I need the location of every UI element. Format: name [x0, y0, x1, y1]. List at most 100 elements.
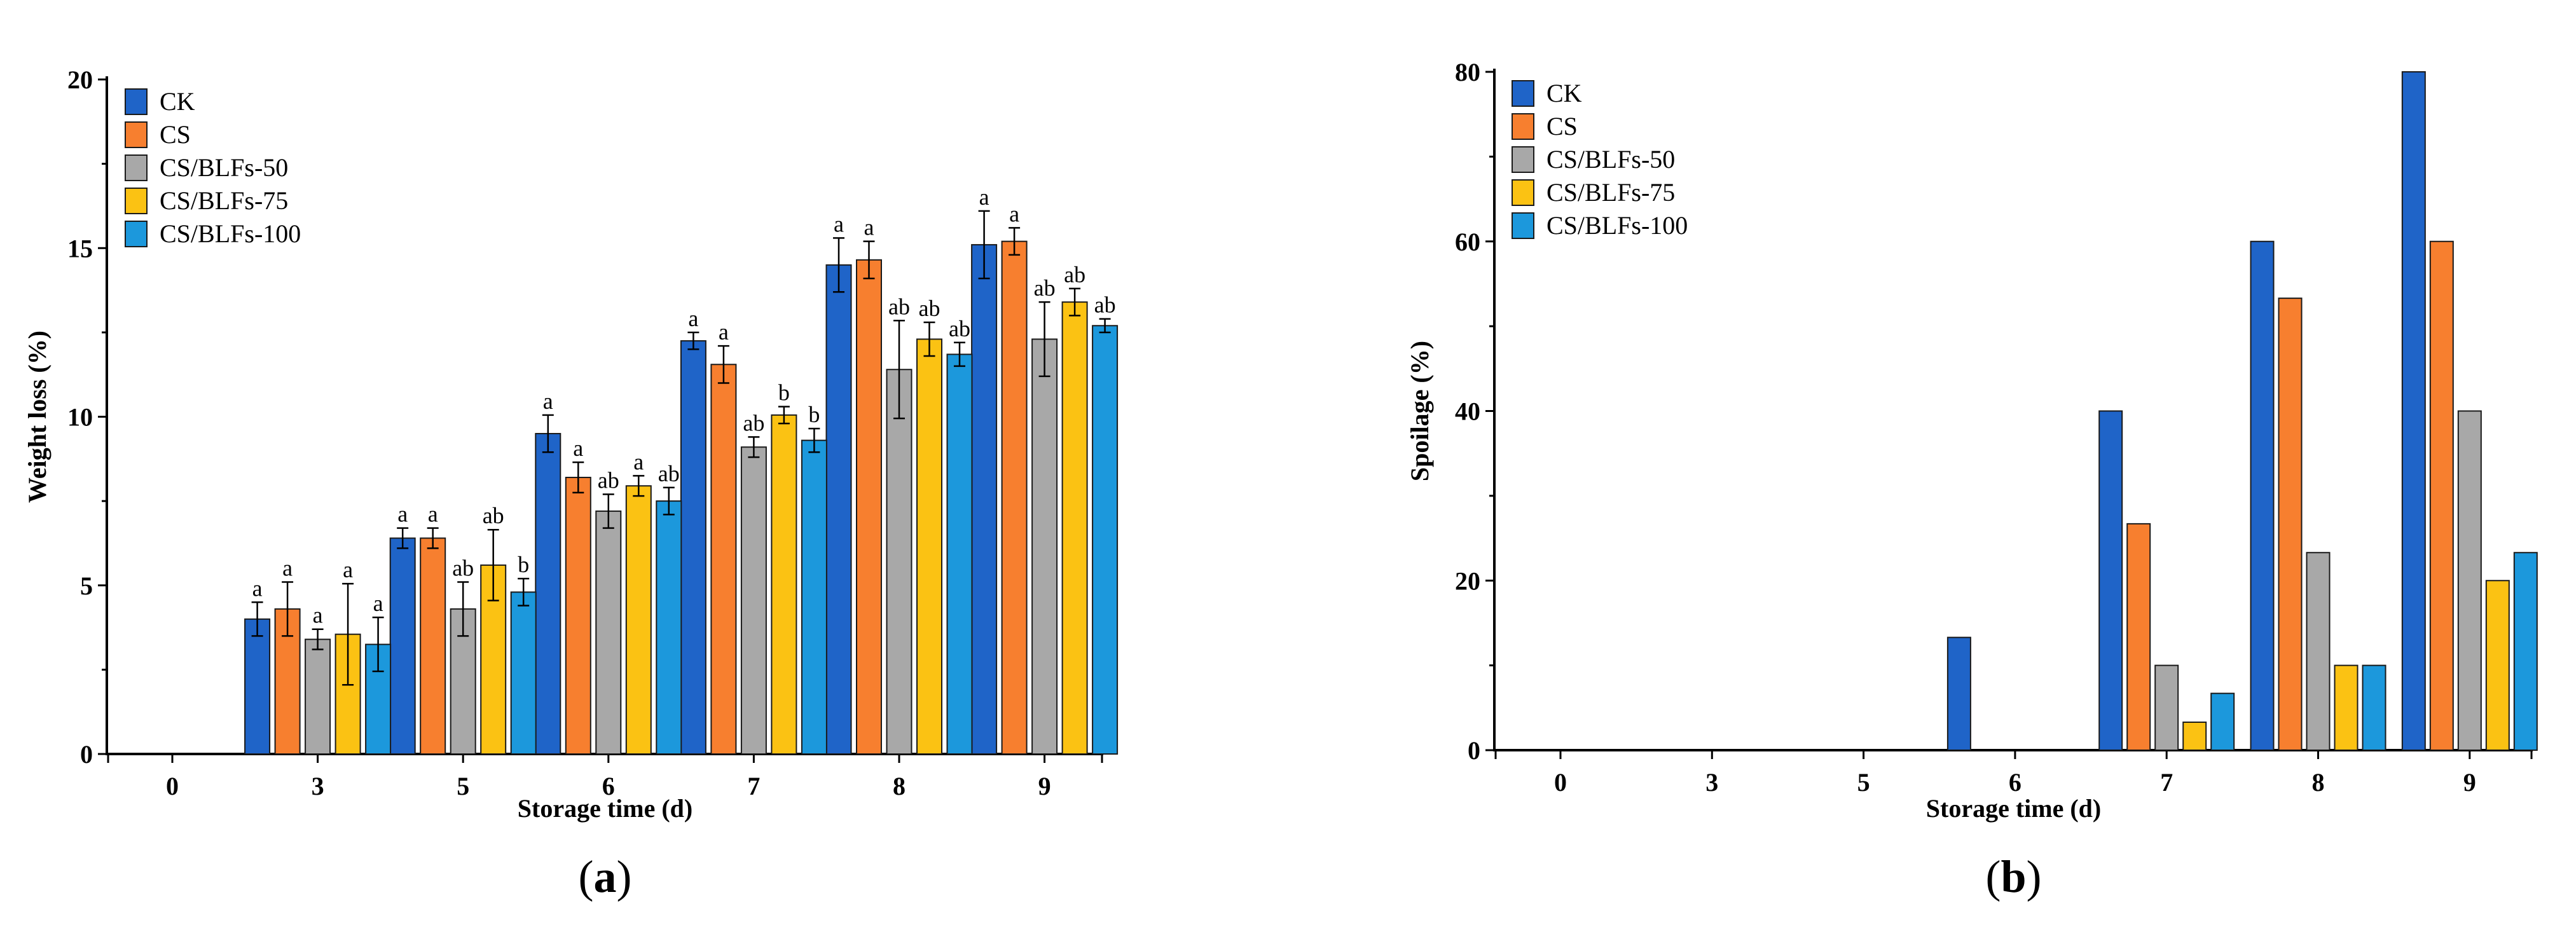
bar-cs-blfs-75-day-8 — [2334, 664, 2359, 751]
bar-cs-blfs-75-day-8 — [916, 338, 942, 755]
bar-cs-day-5 — [420, 537, 446, 755]
bar-cs-day-7 — [2126, 523, 2151, 751]
bar-cs-blfs-75-day-9 — [2485, 580, 2510, 751]
bar-cs-blfs-50-day-7 — [740, 446, 767, 755]
significance-label: a — [573, 435, 583, 461]
significance-label: a — [397, 502, 408, 527]
legend-swatch-cs — [125, 121, 148, 148]
significance-label: ab — [1034, 275, 1056, 301]
bar-ck-day-6 — [535, 433, 561, 755]
legend-swatch-cs-blfs-100 — [1512, 212, 1534, 239]
bar-cs-day-8 — [856, 259, 882, 755]
bar-cs-blfs-100-day-7 — [2210, 692, 2235, 751]
bar-cs-day-9 — [1001, 240, 1028, 755]
x-axis-title: Storage time (d) — [518, 794, 692, 823]
bar-cs-blfs-50-day-9 — [2457, 410, 2482, 751]
y-tick-label: 20 — [1455, 566, 1480, 595]
significance-label: a — [252, 575, 263, 601]
significance-label: a — [688, 306, 698, 331]
bar-ck-day-9 — [2401, 71, 2426, 751]
x-tick-label: 0 — [1554, 768, 1567, 797]
bar-ck-day-6 — [1946, 636, 1971, 751]
bar-ck-day-9 — [971, 243, 998, 755]
significance-label: b — [808, 402, 820, 427]
legend-label-cs-blfs-100: CS/BLFs-100 — [1546, 211, 1688, 240]
bar-cs-blfs-100-day-9 — [1092, 325, 1119, 755]
x-tick-label: 8 — [893, 772, 906, 800]
legend-label-cs-blfs-50: CS/BLFs-50 — [160, 153, 288, 182]
x-tick-label: 0 — [166, 772, 179, 800]
x-tick-label: 7 — [747, 772, 760, 800]
x-tick-label: 9 — [1038, 772, 1051, 800]
x-tick-label: 3 — [1705, 768, 1718, 797]
legend-label-cs: CS — [160, 120, 191, 149]
x-tick-label: 5 — [457, 772, 469, 800]
significance-label: ab — [743, 410, 764, 435]
significance-label: a — [428, 502, 438, 527]
legend-label-cs-blfs-75: CS/BLFs-75 — [1546, 178, 1675, 207]
x-tick-label: 5 — [1857, 768, 1870, 797]
y-tick-label: 15 — [67, 234, 93, 263]
bar-cs-day-8 — [2278, 298, 2303, 751]
legend-label-ck: CK — [160, 87, 195, 116]
bar-cs-blfs-50-day-8 — [886, 369, 913, 755]
legend-swatch-ck — [1512, 80, 1534, 107]
significance-label: a — [979, 184, 989, 210]
legend-swatch-cs-blfs-75 — [125, 188, 148, 214]
y-tick-label: 40 — [1455, 397, 1480, 426]
legend-swatch-cs-blfs-50 — [125, 154, 148, 181]
significance-label: ab — [919, 296, 940, 321]
y-tick-label: 80 — [1455, 58, 1480, 86]
bar-cs-blfs-50-day-8 — [2306, 552, 2331, 751]
significance-label: a — [719, 319, 729, 345]
legend-label-ck: CK — [1546, 79, 1582, 107]
significance-label: b — [518, 552, 529, 577]
significance-label: ab — [949, 316, 970, 341]
bar-cs-blfs-100-day-5 — [510, 591, 537, 755]
bar-ck-day-7 — [680, 340, 706, 755]
spoilage-chart-panel: 0 20 40 60 80 0 3 5 6 7 8 9 CK CS CS/BLFs-50 CS/BLFs-75… — [1288, 0, 2576, 932]
y-axis-title: Weight loss (%) — [23, 331, 52, 503]
significance-label: ab — [1094, 292, 1116, 318]
x-tick-label: 7 — [2160, 768, 2173, 797]
significance-label: ab — [452, 555, 474, 580]
bar-cs-blfs-100-day-7 — [801, 439, 827, 755]
bar-cs-blfs-50-day-3 — [305, 638, 331, 755]
significance-label: a — [543, 388, 553, 414]
bar-cs-blfs-50-day-7 — [2154, 664, 2179, 751]
x-axis-title: Storage time (d) — [1926, 794, 2101, 823]
significance-label: ab — [888, 294, 910, 319]
x-tick-label: 3 — [312, 772, 324, 800]
significance-label: a — [313, 603, 323, 628]
significance-label: a — [343, 557, 353, 582]
significance-label: ab — [658, 461, 680, 486]
y-tick-label: 0 — [1468, 736, 1480, 765]
bar-cs-blfs-100-day-8 — [2362, 664, 2387, 751]
bar-cs-day-7 — [710, 364, 737, 755]
significance-label: a — [633, 449, 644, 474]
spoilage-chart: 0 20 40 60 80 0 3 5 6 7 8 9 CK CS CS/BLFs-50 CS/BLFs-75… — [1405, 58, 2538, 902]
legend-swatch-cs-blfs-50 — [1512, 146, 1534, 173]
panel-label: (a) — [579, 851, 632, 902]
bar-ck-day-3 — [244, 618, 271, 755]
legend-swatch-ck — [125, 88, 148, 115]
y-tick-label: 0 — [80, 740, 93, 769]
significance-label: a — [864, 215, 874, 240]
bar-cs-blfs-100-day-9 — [2513, 552, 2538, 751]
x-tick-label: 8 — [2312, 768, 2325, 797]
bar-cs-blfs-50-day-6 — [595, 511, 622, 755]
significance-label: a — [282, 555, 293, 580]
bar-cs-day-9 — [2429, 240, 2454, 751]
x-tick-label: 9 — [2463, 768, 2476, 797]
bar-ck-day-8 — [2250, 240, 2275, 751]
weight-loss-chart-panel: 0 5 10 15 20 0 3 5 6 7 8 9 a a a a a a a a a a a a a ab ab ab ab ab a a… — [23, 65, 1119, 902]
bar-cs-blfs-75-day-7 — [2182, 721, 2207, 751]
bar-ck-day-7 — [2098, 410, 2123, 751]
x-tick-label: 6 — [2009, 768, 2022, 797]
bar-cs-blfs-75-day-7 — [771, 414, 797, 755]
bar-cs-blfs-50-day-9 — [1031, 338, 1058, 755]
bar-ck-day-8 — [825, 264, 852, 755]
y-axis-title: Spoilage (%) — [1405, 341, 1434, 481]
significance-label: b — [778, 380, 790, 406]
y-tick-label: 60 — [1455, 228, 1480, 256]
